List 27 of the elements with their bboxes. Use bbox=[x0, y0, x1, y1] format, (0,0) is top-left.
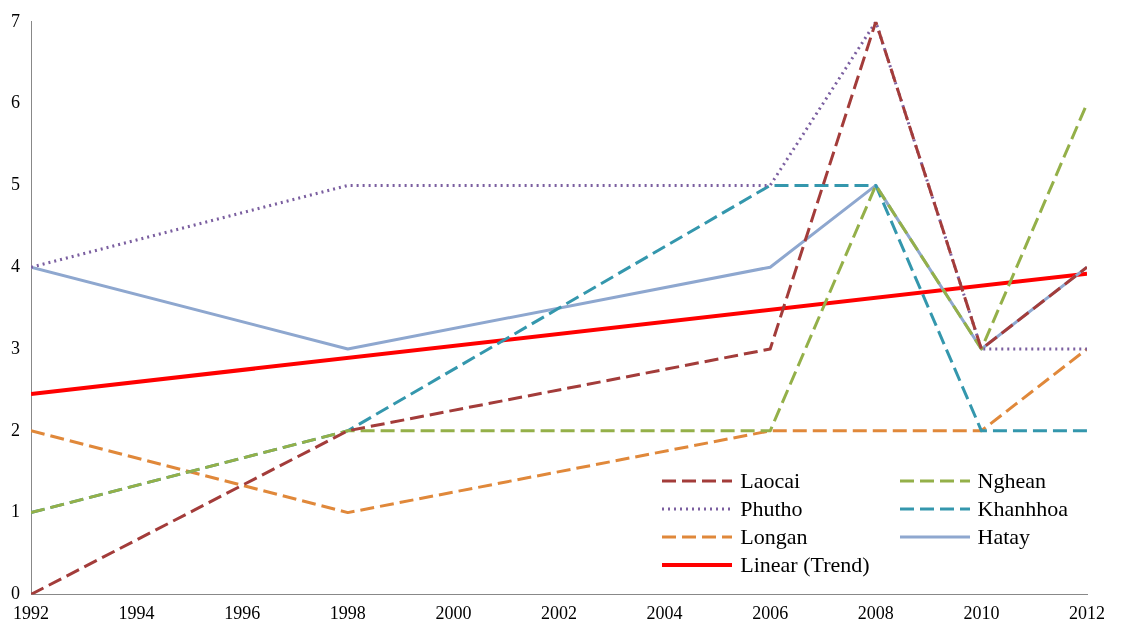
y-tick-label: 0 bbox=[11, 583, 20, 604]
x-tick-label: 1996 bbox=[224, 602, 261, 623]
x-tick-label: 1992 bbox=[13, 602, 49, 623]
legend-label: Khanhhoa bbox=[977, 496, 1068, 522]
legend-label: Longan bbox=[740, 524, 808, 550]
x-tick-label: 2002 bbox=[541, 602, 577, 623]
legend-label: Nghean bbox=[977, 468, 1046, 494]
x-tick-label: 1998 bbox=[329, 602, 366, 623]
x-tick-label: 2012 bbox=[1069, 602, 1105, 623]
legend-label: Phutho bbox=[740, 496, 803, 522]
y-tick-label: 2 bbox=[11, 419, 20, 440]
x-tick-label: 2006 bbox=[752, 602, 789, 623]
x-tick-label: 2004 bbox=[646, 602, 683, 623]
y-tick-label: 6 bbox=[11, 92, 20, 113]
x-tick-label: 1994 bbox=[118, 602, 155, 623]
line-series bbox=[31, 21, 1087, 595]
x-tick-label: 2000 bbox=[435, 602, 472, 623]
y-tick-label: 1 bbox=[11, 501, 20, 522]
legend-label: Hatay bbox=[977, 524, 1031, 550]
x-tick-label: 2008 bbox=[857, 602, 894, 623]
legend-label: Laocai bbox=[740, 468, 801, 494]
legend-label: Linear (Trend) bbox=[740, 552, 870, 578]
y-tick-label: 4 bbox=[11, 255, 20, 276]
y-tick-label: 5 bbox=[11, 174, 20, 195]
y-tick-label: 7 bbox=[11, 10, 20, 31]
x-tick-label: 2010 bbox=[963, 602, 1000, 623]
y-tick-label: 3 bbox=[11, 337, 20, 358]
